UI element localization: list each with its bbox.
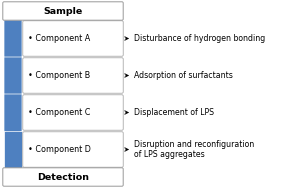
FancyBboxPatch shape: [23, 132, 123, 167]
Polygon shape: [4, 57, 22, 99]
FancyBboxPatch shape: [23, 95, 123, 130]
Text: • Component C: • Component C: [28, 108, 90, 117]
Text: Sample: Sample: [44, 7, 82, 15]
Text: Disruption and reconfiguration
of LPS aggregates: Disruption and reconfiguration of LPS ag…: [134, 140, 254, 159]
FancyBboxPatch shape: [23, 21, 123, 56]
FancyBboxPatch shape: [23, 58, 123, 93]
Text: Disturbance of hydrogen bonding: Disturbance of hydrogen bonding: [134, 34, 265, 43]
Text: • Component A: • Component A: [28, 34, 90, 43]
Polygon shape: [4, 131, 22, 168]
FancyBboxPatch shape: [3, 2, 123, 20]
FancyBboxPatch shape: [3, 168, 123, 186]
Text: Detection: Detection: [37, 173, 89, 181]
Polygon shape: [4, 20, 22, 62]
Text: Adsorption of surfactants: Adsorption of surfactants: [134, 71, 232, 80]
Polygon shape: [4, 94, 22, 136]
Text: Displacement of LPS: Displacement of LPS: [134, 108, 214, 117]
Text: • Component D: • Component D: [28, 145, 91, 154]
Text: • Component B: • Component B: [28, 71, 90, 80]
